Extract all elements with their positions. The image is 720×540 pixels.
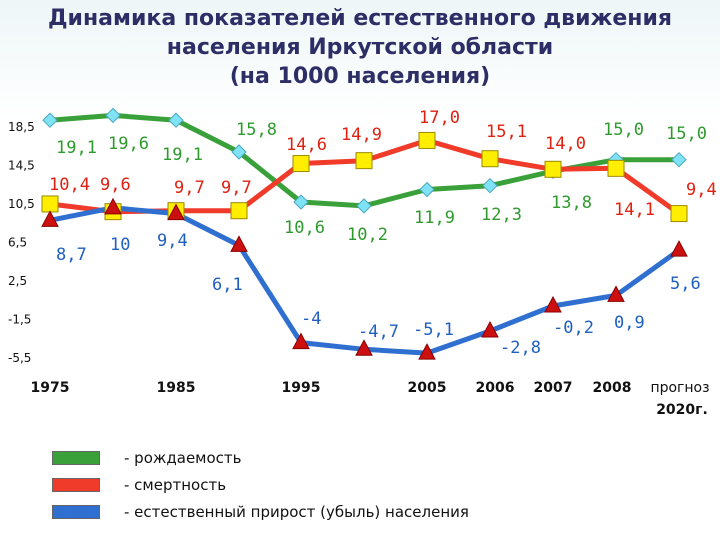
natural-growth-data-label: 6,1	[212, 275, 243, 295]
natural-growth-point	[41, 210, 59, 227]
birth-rate-point	[293, 194, 309, 210]
line-chart: 18,5 14,5 10,5 6,5 2,5 -1,5 -5,5 1975 1985 1995 20…	[8, 107, 717, 418]
natural-growth-data-label: 0,9	[614, 313, 645, 333]
birth-rate-data-label: 10,6	[284, 218, 325, 238]
x-tick-label: 2006	[476, 380, 515, 396]
natural-growth-data-label: -4,7	[358, 322, 399, 342]
death-rate-data-label: 9,7	[221, 178, 252, 198]
x-tick-label: 1995	[282, 380, 321, 396]
legend-item-death: - смертность	[52, 473, 469, 497]
death-rate-data-label: 9,4	[686, 180, 717, 200]
x-tick-label: 2007	[534, 380, 573, 396]
legend-label-death: - смертность	[124, 476, 227, 494]
x-tick-label: 2005	[408, 380, 447, 396]
death-rate-data-label: 14,6	[286, 135, 327, 155]
natural-growth-data-label: -4	[301, 309, 321, 329]
natural-growth-point	[607, 285, 625, 302]
natural-growth-point	[481, 320, 499, 338]
x-tick-label: 1985	[157, 380, 196, 396]
death-rate-data-label: 9,7	[174, 178, 205, 198]
natural-growth-point	[167, 203, 185, 221]
death-rate-point	[670, 205, 688, 223]
legend-swatch-growth	[52, 505, 100, 519]
natural-growth-data-label: 9,4	[157, 231, 188, 251]
legend-swatch-birth	[52, 451, 100, 465]
birth-rate-data-label: 15,0	[666, 124, 707, 144]
birth-rate-data-label: 10,2	[347, 225, 388, 245]
natural-growth-data-label: 10	[110, 235, 130, 255]
death-rate-point	[481, 150, 499, 168]
chart-title: Динамика показателей естественного движе…	[0, 4, 720, 91]
y-tick-label: 10,5	[8, 197, 35, 211]
natural-growth-data-label: 5,6	[670, 274, 701, 294]
legend-label-growth: - естественный прирост (убыль) населения	[124, 503, 469, 521]
death-rate-point	[544, 160, 562, 178]
birth-rate-point	[42, 112, 58, 128]
birth-rate-point	[168, 112, 184, 128]
title-line-1: Динамика показателей естественного движе…	[47, 6, 673, 31]
y-tick-label: 2,5	[8, 274, 27, 288]
y-tick-label: -1,5	[8, 313, 31, 327]
x-tick-label: прогноз	[650, 380, 709, 396]
y-tick-label: -5,5	[8, 351, 31, 365]
natural-growth-point	[292, 332, 310, 350]
x-tick-label: 1975	[31, 380, 70, 396]
natural-growth-point	[230, 235, 248, 252]
birth-rate-point	[671, 151, 687, 168]
y-tick-label: 6,5	[8, 236, 27, 250]
death-rate-data-label: 14,1	[614, 200, 655, 220]
birth-rate-data-label: 12,3	[481, 205, 522, 225]
natural-growth-data-label: -0,2	[553, 318, 594, 338]
birth-rate-point	[356, 198, 372, 214]
natural-growth-point	[670, 240, 688, 257]
birth-rate-data-label: 19,1	[162, 145, 203, 165]
legend-swatch-death	[52, 478, 100, 492]
birth-rate-point	[419, 181, 435, 198]
birth-rate-point	[231, 144, 247, 160]
death-rate-point	[418, 131, 436, 149]
birth-rate-data-label: 13,8	[551, 193, 592, 213]
death-rate-data-label: 17,0	[419, 108, 460, 128]
natural-growth-data-label: 8,7	[56, 245, 87, 265]
birth-rate-data-label: 19,6	[108, 134, 149, 154]
title-line-2: населения Иркутской области	[166, 35, 554, 60]
natural-growth-point	[418, 343, 436, 360]
death-rate-data-label: 14,0	[545, 134, 586, 154]
death-rate-data-label: 14,9	[341, 125, 382, 145]
death-rate-data-label: 15,1	[486, 122, 527, 142]
legend: - рождаемость - смертность - естественны…	[52, 446, 469, 527]
birth-rate-data-label: 19,1	[56, 138, 97, 158]
birth-rate-point	[105, 107, 121, 124]
legend-label-birth: - рождаемость	[124, 449, 242, 467]
title-line-3: (на 1000 населения)	[229, 64, 491, 89]
natural-growth-point	[104, 197, 122, 215]
legend-item-growth: - естественный прирост (убыль) населения	[52, 500, 469, 524]
x-tick-label: 2020г.	[656, 402, 708, 418]
legend-item-birth: - рождаемость	[52, 446, 469, 470]
natural-growth-point	[544, 295, 562, 313]
death-rate-point	[292, 155, 310, 173]
death-rate-data-label: 10,4	[49, 175, 90, 195]
birth-rate-data-label: 15,0	[603, 120, 644, 140]
death-rate-point	[230, 202, 248, 220]
x-tick-label: 2008	[593, 380, 632, 396]
y-tick-label: 18,5	[8, 120, 35, 134]
birth-rate-data-label: 11,9	[414, 208, 455, 228]
death-rate-point	[355, 152, 373, 170]
death-rate-data-label: 9,6	[100, 175, 131, 195]
natural-growth-point	[355, 339, 373, 356]
death-rate-point	[607, 159, 625, 177]
natural-growth-data-label: -2,8	[500, 338, 541, 358]
birth-rate-data-label: 15,8	[236, 120, 277, 140]
birth-rate-point	[482, 177, 498, 194]
natural-growth-data-label: -5,1	[413, 320, 454, 340]
y-tick-label: 14,5	[8, 159, 35, 173]
death-rate-point	[41, 195, 59, 213]
